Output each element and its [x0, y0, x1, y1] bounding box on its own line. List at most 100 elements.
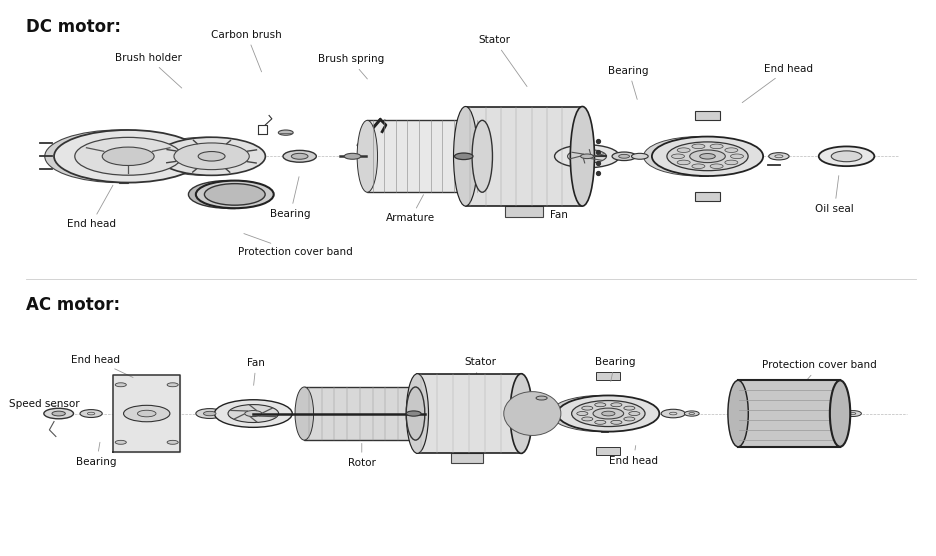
Bar: [699, 137, 708, 176]
Ellipse shape: [629, 411, 640, 415]
Ellipse shape: [80, 410, 102, 418]
Text: Bearing: Bearing: [594, 357, 635, 381]
Ellipse shape: [577, 411, 588, 415]
Bar: [739, 380, 841, 446]
Ellipse shape: [278, 130, 293, 135]
Ellipse shape: [168, 383, 178, 387]
Text: Stator: Stator: [478, 35, 527, 87]
Text: Brush spring: Brush spring: [317, 54, 384, 79]
Ellipse shape: [344, 153, 361, 159]
Ellipse shape: [244, 410, 262, 416]
Ellipse shape: [644, 137, 754, 176]
Ellipse shape: [831, 151, 862, 162]
Bar: [451, 453, 483, 463]
Ellipse shape: [472, 120, 492, 192]
Text: Fan: Fan: [247, 358, 265, 385]
Ellipse shape: [684, 411, 699, 416]
Text: Rotor: Rotor: [348, 444, 375, 468]
Ellipse shape: [510, 374, 533, 453]
Ellipse shape: [291, 153, 308, 159]
Ellipse shape: [45, 130, 193, 182]
Ellipse shape: [536, 396, 548, 400]
Ellipse shape: [115, 440, 126, 444]
Ellipse shape: [196, 181, 273, 208]
Text: DC motor:: DC motor:: [26, 18, 122, 36]
Text: Oil seal: Oil seal: [815, 176, 854, 214]
Ellipse shape: [158, 137, 266, 175]
Bar: [841, 146, 846, 166]
Ellipse shape: [580, 154, 593, 158]
Ellipse shape: [554, 145, 620, 168]
Text: Brush holder: Brush holder: [115, 53, 182, 88]
Ellipse shape: [151, 137, 258, 175]
Ellipse shape: [214, 400, 292, 428]
Ellipse shape: [730, 154, 743, 158]
Ellipse shape: [54, 130, 202, 182]
Ellipse shape: [582, 417, 592, 421]
Ellipse shape: [819, 146, 874, 166]
Text: End head: End head: [742, 64, 812, 103]
Ellipse shape: [295, 387, 314, 440]
Bar: [204, 137, 212, 175]
Ellipse shape: [661, 409, 685, 418]
Text: Speed sensor: Speed sensor: [9, 399, 80, 409]
Ellipse shape: [593, 408, 623, 419]
Ellipse shape: [582, 406, 592, 410]
Bar: [534, 408, 547, 419]
Ellipse shape: [623, 406, 635, 410]
Ellipse shape: [830, 380, 850, 446]
Bar: [695, 112, 721, 120]
Bar: [465, 107, 582, 206]
Ellipse shape: [44, 408, 74, 419]
Ellipse shape: [550, 395, 651, 431]
Ellipse shape: [570, 107, 594, 206]
Ellipse shape: [138, 410, 156, 417]
Text: Armature: Armature: [387, 195, 435, 224]
Ellipse shape: [724, 148, 738, 152]
Ellipse shape: [406, 411, 421, 416]
Bar: [596, 447, 621, 455]
Bar: [227, 181, 235, 208]
Bar: [119, 130, 128, 182]
Ellipse shape: [611, 420, 622, 424]
Text: End head: End head: [608, 445, 658, 465]
Ellipse shape: [612, 152, 636, 161]
Ellipse shape: [602, 411, 615, 416]
Polygon shape: [113, 375, 180, 452]
Ellipse shape: [710, 144, 724, 148]
Ellipse shape: [168, 440, 178, 444]
Ellipse shape: [651, 137, 763, 176]
Bar: [695, 192, 721, 201]
Ellipse shape: [198, 152, 225, 161]
Ellipse shape: [358, 120, 377, 192]
Ellipse shape: [594, 403, 606, 407]
Text: End head: End head: [66, 185, 116, 229]
Ellipse shape: [728, 380, 748, 446]
Text: Carbon brush: Carbon brush: [212, 29, 283, 72]
Text: AC motor:: AC motor:: [26, 296, 121, 314]
Ellipse shape: [710, 164, 724, 168]
Ellipse shape: [283, 150, 316, 162]
Ellipse shape: [671, 154, 684, 158]
Ellipse shape: [692, 164, 705, 168]
Ellipse shape: [228, 405, 279, 423]
Text: Bearing: Bearing: [271, 177, 311, 219]
Ellipse shape: [455, 153, 473, 160]
Bar: [367, 120, 482, 192]
Ellipse shape: [174, 143, 249, 170]
Ellipse shape: [115, 383, 126, 387]
Text: Stator: Stator: [464, 357, 496, 380]
Ellipse shape: [572, 400, 645, 426]
Ellipse shape: [188, 181, 267, 208]
Ellipse shape: [623, 417, 635, 421]
Ellipse shape: [667, 142, 748, 171]
Ellipse shape: [567, 150, 607, 163]
Ellipse shape: [594, 420, 606, 424]
Text: Bearing: Bearing: [77, 442, 117, 466]
Ellipse shape: [677, 160, 690, 165]
Ellipse shape: [406, 374, 429, 453]
Ellipse shape: [52, 411, 66, 416]
Ellipse shape: [619, 155, 630, 158]
Text: Protection cover band: Protection cover band: [238, 234, 353, 257]
Ellipse shape: [692, 144, 705, 148]
